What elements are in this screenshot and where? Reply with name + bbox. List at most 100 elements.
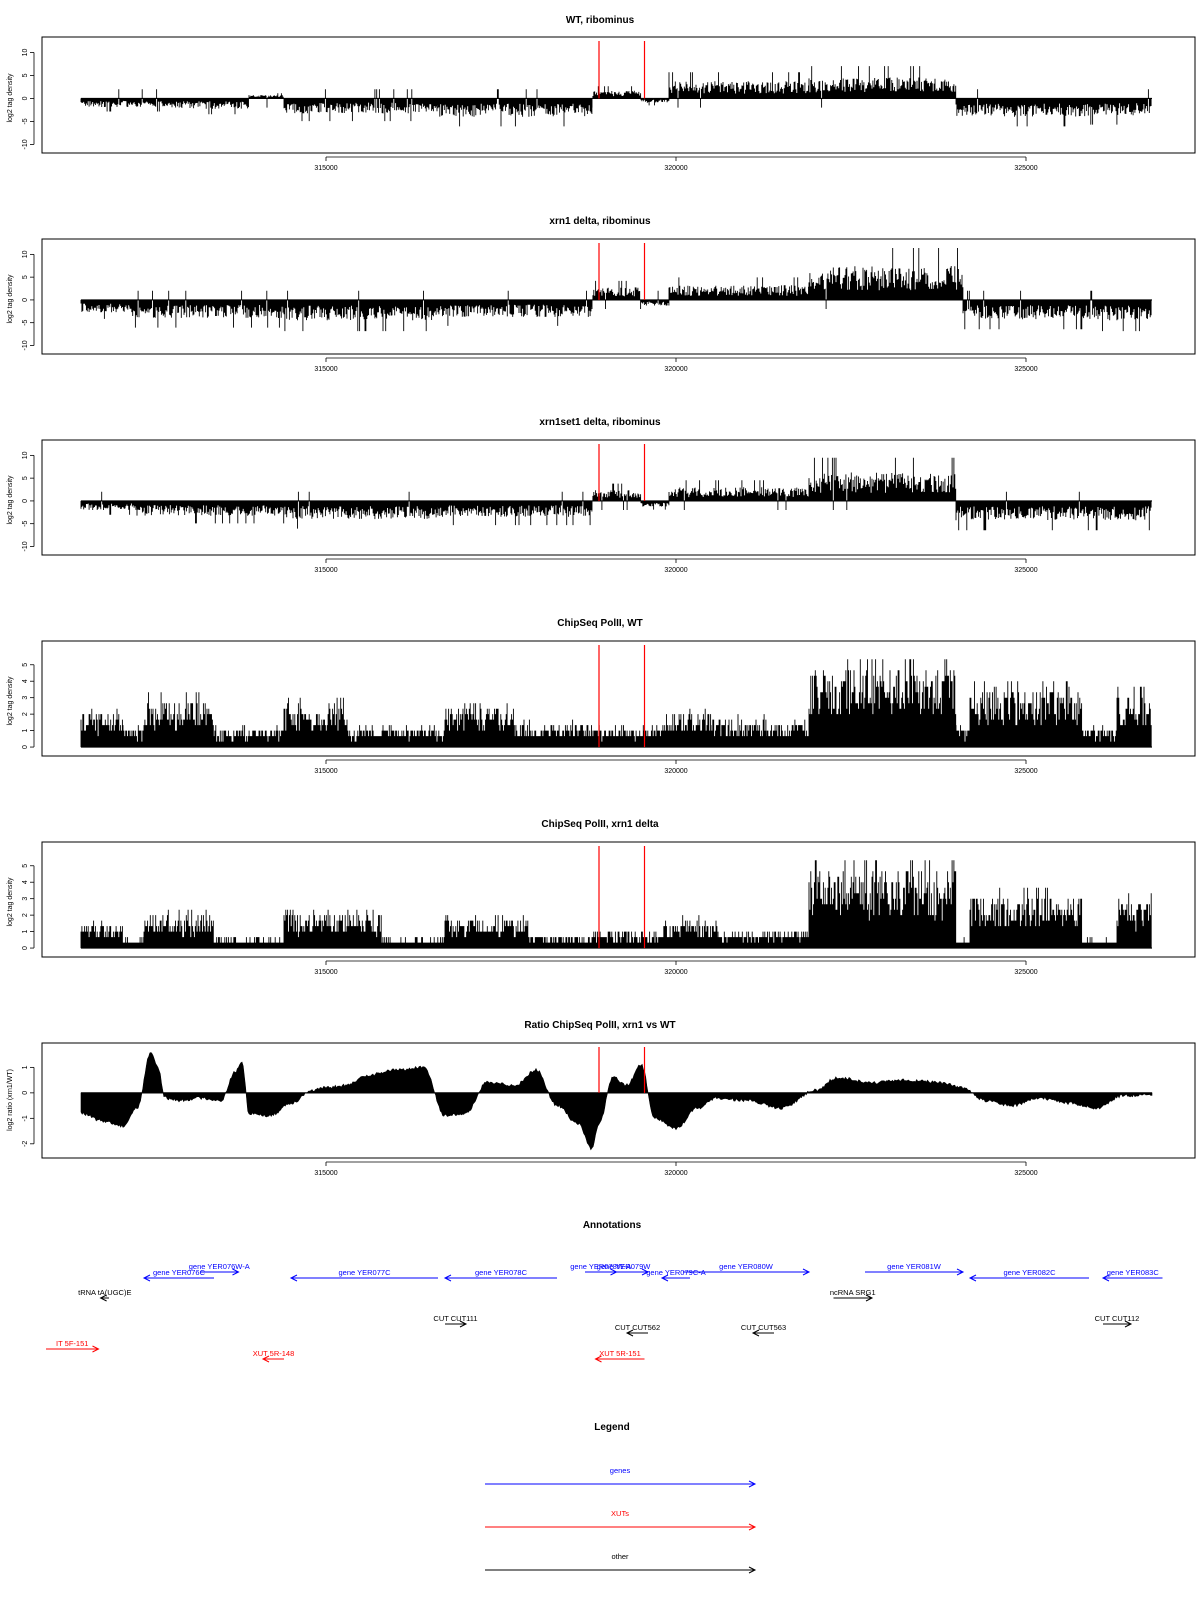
density-bars [80,66,1152,127]
y-tick-label: 5 [22,663,29,667]
y-tick-label: 0 [22,1091,29,1095]
x-tick-label: 315000 [314,969,337,976]
y-tick-label: 0 [22,499,29,503]
legend-entries: genes XUTs other [485,1466,757,1574]
plot-frame [41,640,1196,757]
y-tick-label: -10 [22,340,29,350]
annotation-feature: gene YER079C-A [646,1268,706,1282]
y-axis-label: log2 tag density [7,475,14,525]
y-tick-label: 1 [22,729,29,733]
annotation-feature: gene YER081W [865,1262,965,1276]
x-tick-label: 320000 [664,366,687,373]
y-tick-label: 0 [22,96,29,100]
feature-arrowhead [232,1268,240,1276]
panel-chipseq-wt: ChipSeq PolII, WT log2 tag density 0 1 2 3 4… [7,618,1196,775]
annotation-feature: IT 5F-151 [46,1339,100,1353]
signal-track [80,457,1152,531]
y-axis: -10 -5 0 5 10 [22,451,35,552]
annotation-label: gene YER080W [719,1262,774,1271]
annotation-feature: XUT 5R-151 [594,1349,645,1363]
annotation-label: ncRNA SRG1 [830,1288,876,1297]
annotation-feature: gene YER077C [289,1268,438,1282]
y-tick-label: 1 [22,1065,29,1069]
y-tick-label: 5 [22,476,29,480]
feature-arrowhead [641,1268,650,1276]
annotation-feature: gene YER079W [597,1262,652,1276]
y-axis: 0 1 2 3 4 5 [22,663,35,749]
annotation-label: gene YER078C [475,1268,528,1277]
y-tick-label: 3 [22,696,29,700]
annotation-feature: XUT 5R-148 [253,1349,295,1363]
legend-panel: Legend genes XUTs other [485,1422,757,1574]
feature-arrowhead [748,1566,757,1574]
annotation-label: gene YER076C [153,1268,206,1277]
density-bars [80,457,1152,531]
annotation-label: gene YER078W-A [570,1262,631,1271]
annotation-label: gene YER082C [1004,1268,1057,1277]
feature-arrowhead [99,1294,107,1302]
ratio-area [80,1052,1153,1151]
y-tick-label: -5 [22,118,29,124]
annotation-feature: CUT CUT562 [615,1323,660,1337]
annotation-label: XUT 5R-151 [599,1349,641,1358]
annotation-feature: gene YER080W [683,1262,811,1276]
x-tick-label: 315000 [314,768,337,775]
y-tick-label: 10 [22,451,29,459]
x-tick-label: 315000 [314,1170,337,1177]
feature-arrowhead [459,1320,468,1328]
x-axis: 315000 320000 325000 [314,558,1038,574]
panel-chipseq-xrn1: ChipSeq PolII, xrn1 delta log2 tag densi… [7,819,1196,976]
x-tick-label: 315000 [314,165,337,172]
plot-frame [41,841,1196,958]
x-tick-label: 325000 [1014,768,1037,775]
annotation-label: IT 5F-151 [56,1339,88,1348]
density-bars [80,659,1152,748]
feature-arrowhead [968,1274,977,1282]
y-tick-label: 0 [22,745,29,749]
panel-title: ChipSeq PolII, WT [557,618,643,629]
panel-xrn1: xrn1 delta, ribominus log2 tag density -… [7,216,1196,373]
annotation-label: XUT 5R-148 [253,1349,295,1358]
annotation-feature: CUT CUT111 [433,1314,478,1328]
feature-arrowhead [443,1274,452,1282]
feature-arrowhead [261,1355,270,1363]
annotation-label: CUT CUT112 [1095,1314,1140,1323]
annotation-label: tRNA tA(UGC)E [78,1288,131,1297]
annotation-label: gene YER079W [597,1262,652,1271]
y-tick-label: 4 [22,679,29,683]
y-tick-label: 2 [22,913,29,917]
annotation-label: gene YER081W [887,1262,942,1271]
x-axis: 315000 320000 325000 [314,156,1038,172]
panel-ratio: Ratio ChipSeq PolII, xrn1 vs WT log2 rat… [7,1020,1196,1177]
panel-xrn1set1: xrn1set1 delta, ribominus log2 tag densi… [7,417,1196,574]
feature-arrowhead [748,1523,757,1531]
feature-arrowhead [748,1480,757,1488]
y-axis: -10 -5 0 5 10 [22,250,35,351]
feature-arrowhead [594,1355,602,1363]
x-tick-label: 325000 [1014,366,1037,373]
panel-title: ChipSeq PolII, xrn1 delta [541,819,659,830]
annotation-feature: gene YER078C [443,1268,557,1282]
feature-arrowhead [92,1345,100,1353]
y-tick-label: 10 [22,250,29,258]
annotation-feature: CUT CUT563 [741,1323,786,1337]
x-axis: 315000 320000 325000 [314,1161,1038,1177]
annotation-label: gene YER079C-A [646,1268,705,1277]
plot-frame [41,36,1196,154]
y-tick-label: 0 [22,298,29,302]
region-markers [598,645,646,748]
signal-track [80,66,1152,127]
y-axis-label: log2 tag density [7,877,14,927]
y-tick-label: 10 [22,48,29,56]
annotation-label: CUT CUT563 [741,1323,786,1332]
region-markers [598,41,646,99]
y-axis-label: log2 tag density [7,274,14,324]
annotation-feature: gene YER076W-A [189,1262,250,1276]
x-tick-label: 320000 [664,768,687,775]
y-tick-label: -5 [22,520,29,526]
x-tick-label: 320000 [664,567,687,574]
annotation-label: gene YER076W-A [189,1262,250,1271]
